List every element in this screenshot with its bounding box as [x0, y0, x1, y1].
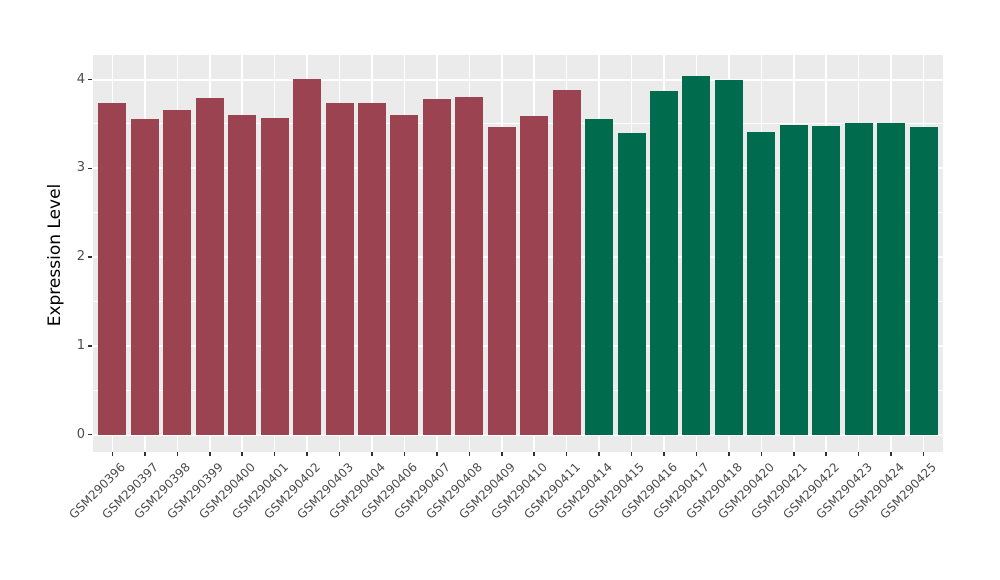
- bar-GSM290403: [325, 103, 354, 435]
- bar-GSM290424: [877, 123, 906, 435]
- gridline-minor-horizontal: [93, 300, 943, 302]
- x-tick-mark: [338, 452, 341, 456]
- y-tick-label: 1: [76, 337, 85, 353]
- bar-GSM290415: [617, 132, 646, 435]
- x-tick-mark: [111, 452, 114, 456]
- bar-GSM290408: [455, 97, 484, 435]
- x-tick-mark: [630, 452, 633, 456]
- bar-GSM290417: [682, 75, 711, 435]
- x-tick-mark: [209, 452, 211, 456]
- x-tick-mark: [728, 452, 730, 456]
- bar-GSM290409: [487, 127, 516, 435]
- bar-GSM290418: [714, 80, 743, 435]
- bar-GSM290406: [390, 115, 419, 435]
- x-tick-mark: [922, 452, 925, 456]
- x-tick-mark: [825, 452, 827, 456]
- x-tick-mark: [857, 452, 860, 456]
- bar-GSM290407: [422, 99, 451, 435]
- x-tick-mark: [501, 452, 503, 456]
- x-tick-mark: [273, 452, 276, 456]
- x-tick-mark: [371, 452, 373, 456]
- bar-GSM290396: [98, 103, 127, 435]
- gridline-major-horizontal: [93, 167, 943, 170]
- gridline-major-horizontal: [93, 433, 943, 436]
- bar-GSM290425: [909, 126, 938, 435]
- gridline-minor-horizontal: [93, 212, 943, 214]
- bar-GSM290423: [844, 123, 873, 435]
- y-tick-label: 0: [76, 426, 85, 442]
- x-tick-mark: [403, 452, 406, 456]
- y-tick-label: 2: [76, 249, 85, 264]
- y-tick-mark: [88, 78, 92, 81]
- bar-GSM290422: [812, 125, 841, 435]
- y-tick-label: 3: [76, 160, 85, 176]
- bar-GSM290416: [649, 91, 678, 435]
- x-tick-mark: [890, 452, 892, 456]
- x-tick-mark: [663, 452, 665, 456]
- bar-GSM290421: [779, 124, 808, 435]
- bar-GSM290410: [520, 115, 549, 435]
- bar-GSM290399: [195, 98, 224, 435]
- gridline-major-horizontal: [93, 256, 943, 258]
- x-tick-mark: [598, 452, 600, 456]
- gridline-major-horizontal: [93, 78, 943, 81]
- gridline-minor-horizontal: [93, 123, 943, 125]
- bar-GSM290420: [747, 131, 776, 435]
- bar-GSM290404: [358, 103, 386, 435]
- x-tick-mark: [241, 452, 243, 456]
- y-tick-mark: [88, 167, 92, 169]
- x-tick-mark: [793, 452, 795, 456]
- bar-GSM290414: [585, 119, 614, 435]
- y-tick-mark: [88, 256, 92, 258]
- x-tick-mark: [695, 452, 698, 456]
- x-tick-mark: [436, 452, 438, 456]
- x-tick-mark: [533, 452, 535, 456]
- bar-GSM290411: [552, 90, 581, 435]
- gridline-minor-horizontal: [93, 389, 943, 391]
- bar-GSM290397: [130, 118, 159, 435]
- y-tick-mark: [88, 345, 92, 347]
- bar-GSM290400: [228, 115, 257, 435]
- plot-panel: [93, 55, 943, 452]
- y-tick-label: 4: [76, 71, 85, 87]
- bar-GSM290398: [163, 109, 192, 435]
- x-tick-mark: [468, 452, 471, 456]
- x-tick-mark: [144, 452, 146, 456]
- bar-GSM290401: [260, 117, 289, 435]
- x-tick-mark: [176, 452, 179, 456]
- gridline-major-horizontal: [93, 344, 943, 347]
- y-tick-mark: [88, 433, 92, 436]
- x-tick-mark: [565, 452, 568, 456]
- x-tick-mark: [306, 452, 308, 456]
- x-tick-mark: [760, 452, 763, 456]
- bar-GSM290402: [293, 78, 322, 435]
